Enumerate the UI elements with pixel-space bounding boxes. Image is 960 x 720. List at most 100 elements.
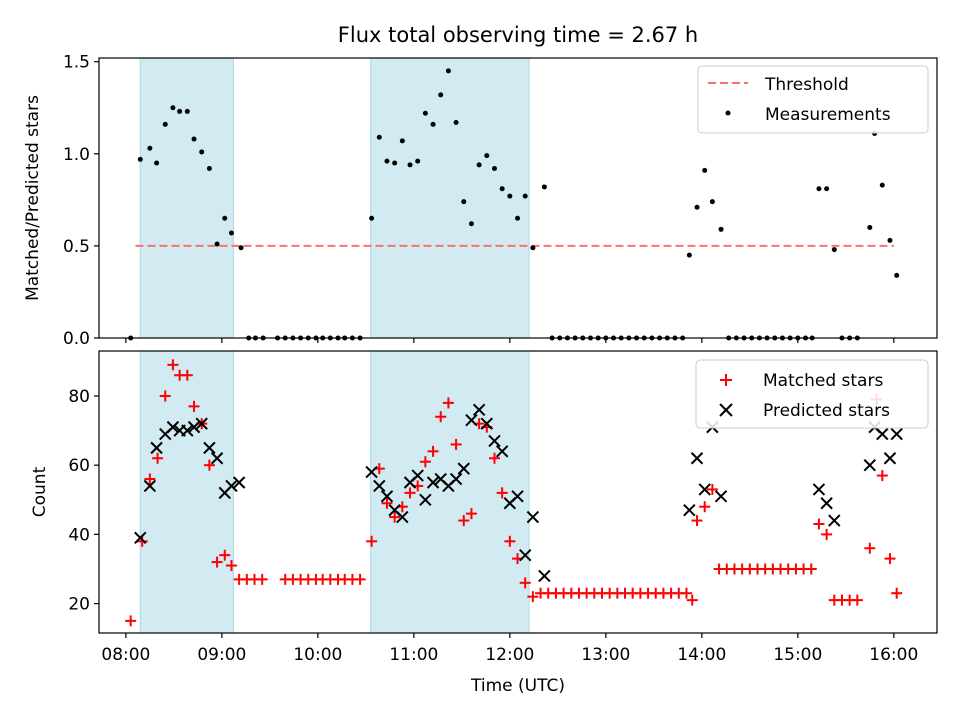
matched-star-point <box>136 535 148 547</box>
predicted-star-point <box>457 462 470 475</box>
predicted-star-point <box>538 569 551 583</box>
observing-span <box>139 350 234 634</box>
x-tick-label: 12:00 <box>485 645 534 665</box>
matched-star-point <box>686 594 698 606</box>
x-tick-label: 10:00 <box>293 645 342 665</box>
chart-title: Flux total observing time = 2.67 h <box>338 23 698 47</box>
measurement-point <box>415 158 421 164</box>
measurement-point <box>422 110 428 116</box>
matched-star-point <box>876 470 888 482</box>
measurement-point <box>154 160 160 166</box>
predicted-legend-label: Predicted stars <box>763 401 890 421</box>
matched-star-point <box>256 573 268 585</box>
x-tick-label: 08:00 <box>101 645 150 665</box>
x-tick-label: 09:00 <box>197 645 246 665</box>
predicted-star-point <box>419 493 432 506</box>
matched-star-point <box>125 615 137 627</box>
y-tick-label: 0.5 <box>63 237 90 257</box>
predicted-star-point <box>698 483 711 496</box>
observing-span <box>139 57 234 339</box>
predicted-star-point <box>828 514 841 527</box>
measurements-legend-label: Measurements <box>765 105 891 125</box>
predicted-star-point <box>690 452 704 465</box>
predicted-star-point <box>187 420 201 434</box>
matched-star-point <box>188 400 200 412</box>
matched-star-point <box>354 573 366 585</box>
y-tick-label: 80 <box>68 387 90 407</box>
matched-star-point <box>167 359 179 371</box>
bottom-panel-frame <box>98 350 938 634</box>
predicted-star-point <box>411 469 424 482</box>
measurement-point <box>887 237 893 243</box>
measurement-point <box>369 215 375 221</box>
measurement-point <box>430 121 436 127</box>
predicted-star-point <box>820 497 833 510</box>
matched-star-point <box>519 577 531 589</box>
matched-star-point <box>680 587 692 599</box>
bottom-legend: Matched stars Predicted stars <box>695 359 929 429</box>
top-x-axis-ticks <box>125 338 895 343</box>
predicted-star-point <box>488 434 501 448</box>
predicted-star-point <box>495 445 509 458</box>
matched-legend-label: Matched stars <box>763 371 883 391</box>
measurement-point <box>214 241 220 247</box>
predicted-star-point <box>365 465 378 479</box>
top-y-axis-label: Matched/Predicted stars <box>23 95 43 301</box>
measurement-point <box>709 199 715 205</box>
matched-star-point <box>851 594 863 606</box>
x-tick-label: 13:00 <box>581 645 630 665</box>
measurement-point <box>191 136 197 142</box>
top-legend-frame <box>697 65 929 134</box>
measurement-point <box>530 245 536 251</box>
measurement-point <box>824 186 830 192</box>
matched-legend-swatch <box>720 374 732 386</box>
predicted-star-point <box>373 479 386 493</box>
predicted-legend-swatch <box>719 403 733 417</box>
measurement-point <box>228 230 234 236</box>
matched-star-point <box>144 473 156 485</box>
observing-spans-bottom <box>139 350 530 634</box>
y-tick-label: 1.0 <box>63 145 90 165</box>
measurement-point <box>461 199 467 205</box>
measurement-point <box>438 92 444 98</box>
top-legend: Threshold Measurements <box>697 65 929 134</box>
predicted-star-point <box>203 441 216 455</box>
matched-star-point <box>203 459 215 471</box>
measurement-point <box>484 153 490 159</box>
measurement-point <box>162 121 168 127</box>
predicted-star-point <box>380 490 394 503</box>
measurement-point <box>407 162 413 168</box>
matched-star-point <box>864 542 876 554</box>
predicted-star-point <box>480 417 494 430</box>
measurement-point <box>177 108 183 114</box>
measurements-legend-swatch <box>725 110 731 116</box>
matched-star-point <box>225 560 237 572</box>
measurement-point <box>376 134 382 140</box>
bottom-x-axis-ticks: 08:00 09:00 10:00 11:00 12:00 13:00 14:00 15:00… <box>101 633 918 665</box>
measurement-point <box>522 193 528 199</box>
matched-star-point <box>805 563 817 575</box>
matched-star-points <box>125 359 903 627</box>
measurement-point <box>686 252 692 258</box>
predicted-star-point <box>134 531 147 545</box>
matched-star-point <box>527 591 539 603</box>
measurement-point <box>445 68 451 74</box>
measurement-point <box>137 156 143 162</box>
bottom-y-axis-ticks: 20 40 60 80 <box>68 387 99 615</box>
matched-star-point <box>159 390 171 402</box>
y-tick-label: 60 <box>68 456 90 476</box>
bottom-panel: 20 40 60 80 08:00 09:00 10:00 11:00 12:00 13:00 1… <box>30 350 938 696</box>
predicted-star-point <box>225 479 238 493</box>
measurement-point <box>867 224 873 230</box>
measurement-point <box>384 158 390 164</box>
predicted-star-points <box>134 403 903 583</box>
matched-star-point <box>366 535 378 547</box>
matched-star-point <box>152 452 164 464</box>
measurement-point <box>491 166 497 172</box>
measurement-point <box>170 105 176 111</box>
measurement-point <box>879 182 885 188</box>
matched-star-point <box>691 515 703 527</box>
predicted-star-point <box>683 503 696 517</box>
predicted-star-point <box>150 441 163 455</box>
